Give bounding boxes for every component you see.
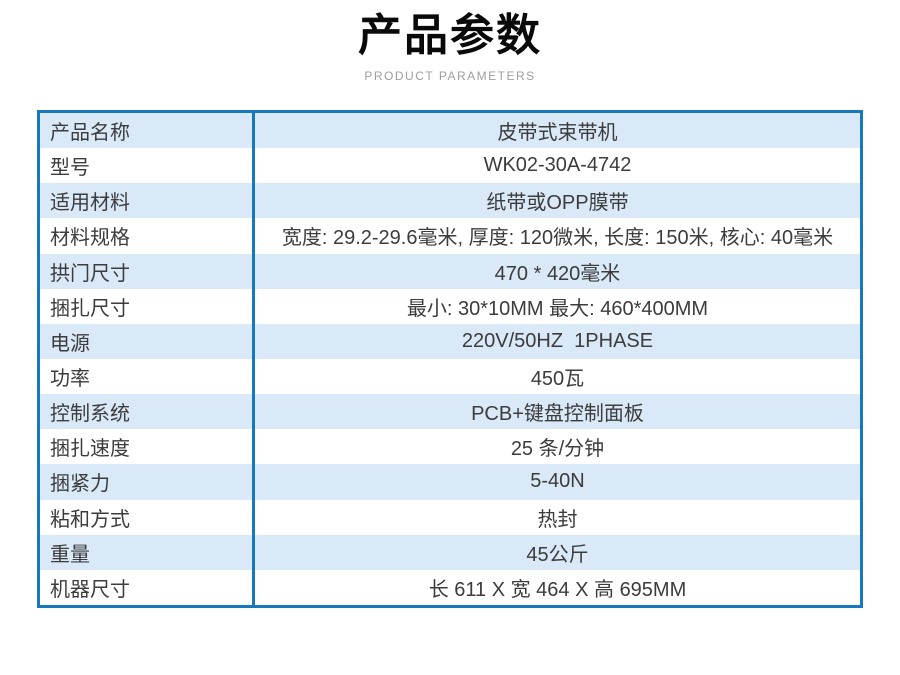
table-row: 捆紧力 5-40N: [40, 464, 860, 500]
spec-value: 长 611 X 宽 464 X 高 695MM: [428, 578, 687, 601]
spec-label: 粘和方式: [40, 499, 255, 535]
spec-label: 机器尺寸: [40, 569, 255, 605]
table-row: 拱门尺寸 470 * 420毫米: [40, 253, 860, 289]
table-row: 重量 45公斤: [40, 534, 860, 570]
spec-value: 25 条/分钟: [510, 438, 605, 461]
spec-label: 型号: [40, 148, 255, 184]
spec-label: 捆扎速度: [40, 429, 255, 465]
spec-label: 控制系统: [40, 394, 255, 430]
table-row: 功率 450瓦: [40, 358, 860, 395]
spec-value: 皮带式束带机: [497, 122, 618, 145]
spec-value: 最小: 30*10MM 最大: 460*400MM: [406, 297, 709, 320]
table-row: 捆扎尺寸 最小: 30*10MM 最大: 460*400MM: [40, 288, 860, 324]
spec-value: 220V/50HZ 1PHASE: [461, 329, 654, 352]
spec-label: 捆扎尺寸: [40, 288, 255, 324]
table-row: 适用材料 纸带或OPP膜带: [40, 183, 860, 219]
spec-value: 宽度: 29.2-29.6毫米, 厚度: 120微米, 长度: 150米, 核心…: [281, 227, 834, 250]
spec-value: 450瓦: [530, 368, 585, 391]
spec-value: 热封: [537, 508, 578, 531]
table-row: 电源 220V/50HZ 1PHASE: [40, 323, 860, 359]
spec-label: 电源: [40, 323, 255, 359]
spec-value: PCB+键盘控制面板: [471, 403, 644, 426]
spec-label: 拱门尺寸: [40, 253, 255, 289]
page-header: 产品参数 PRODUCT PARAMETERS: [0, 0, 900, 83]
spec-label: 捆紧力: [40, 464, 255, 500]
spec-value: 470 * 420毫米: [494, 262, 621, 285]
table-row: 捆扎速度 25 条/分钟: [40, 429, 860, 465]
spec-label: 产品名称: [40, 113, 255, 149]
spec-label: 功率: [40, 358, 255, 395]
spec-label: 适用材料: [40, 183, 255, 219]
page-title: 产品参数: [358, 11, 542, 60]
spec-value: 45公斤: [526, 543, 589, 566]
table-row: 粘和方式 热封: [40, 499, 860, 535]
page-subtitle: PRODUCT PARAMETERS: [364, 69, 536, 83]
table-row: 材料规格 宽度: 29.2-29.6毫米, 厚度: 120微米, 长度: 150…: [40, 218, 860, 254]
table-row: 控制系统 PCB+键盘控制面板: [40, 394, 860, 430]
spec-value: 纸带或OPP膜带: [486, 192, 629, 215]
table-row: 机器尺寸 长 611 X 宽 464 X 高 695MM: [40, 569, 860, 605]
spec-label: 材料规格: [40, 218, 255, 254]
spec-value: WK02-30A-4742: [483, 154, 632, 177]
table-row: 型号 WK02-30A-4742: [40, 148, 860, 184]
spec-value: 5-40N: [530, 470, 585, 493]
spec-table: 产品名称 皮带式束带机 型号 WK02-30A-4742 适用材料 纸带或OPP…: [37, 110, 863, 608]
spec-label: 重量: [40, 534, 255, 570]
table-row: 产品名称 皮带式束带机: [40, 113, 860, 149]
